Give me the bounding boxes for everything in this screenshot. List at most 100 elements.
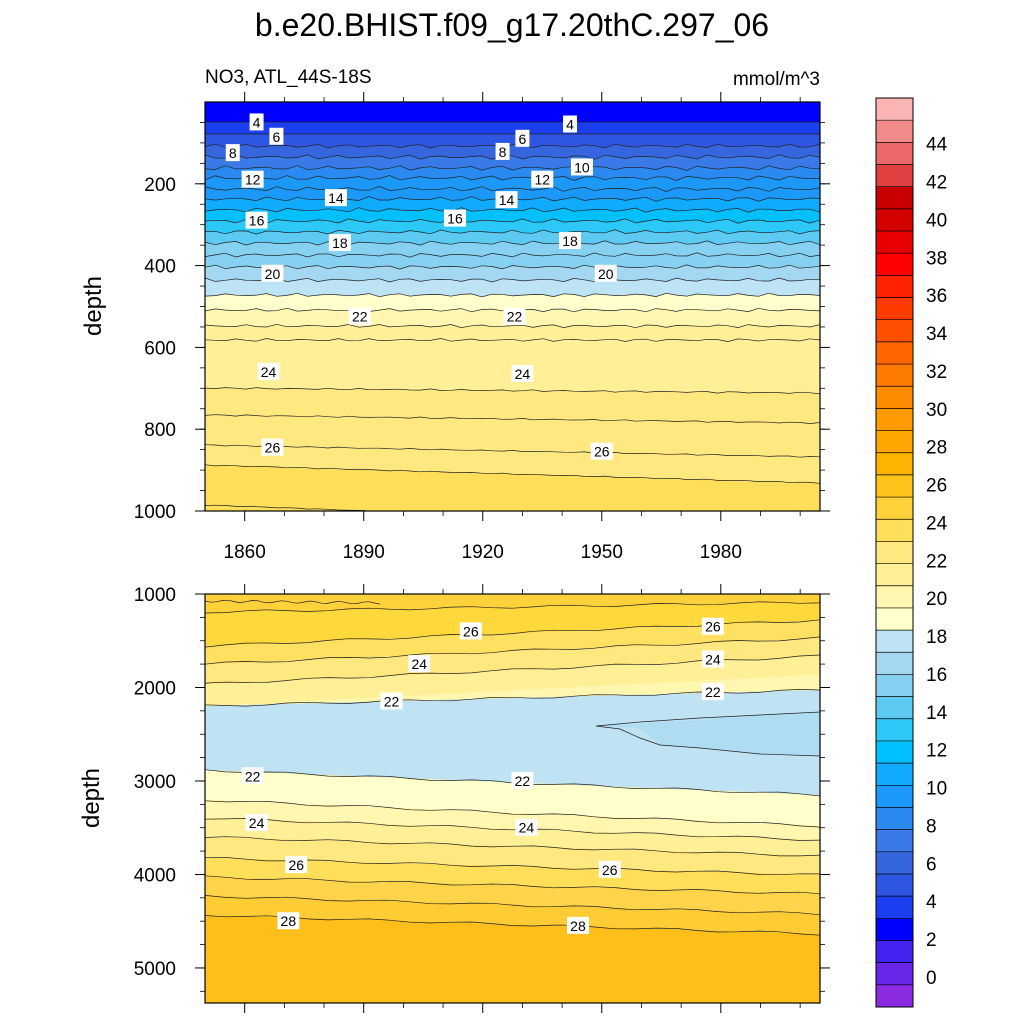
contour-label-box [277,912,300,930]
y-tick-label: 400 [144,257,176,278]
contour-label-box [459,622,482,640]
contour-label: 10 [570,158,593,176]
colorbar-swatch [876,430,913,454]
contour-label-box [515,129,530,147]
colorbar-tick-label: 28 [926,438,947,459]
contour-label-box [511,364,534,382]
contour-label-box [598,860,621,878]
colorbar-tick-label: 16 [926,665,947,686]
contour-label: 22 [348,307,371,325]
contour-label: 24 [245,814,268,832]
contour-band [205,800,820,840]
contour-label-text: 22 [352,309,368,325]
contour-band [205,602,820,646]
upper-panel-contours [205,121,820,593]
colorbar-tick-label: 30 [926,400,947,421]
colorbar-tick-label: 34 [926,324,948,345]
contour-label-box [566,916,589,934]
contour-label: 28 [566,916,589,934]
contour-line [205,387,820,395]
colorbar-swatch [876,186,913,210]
contour-label: 12 [531,170,554,188]
contour-label-box [380,692,403,710]
contour-line [205,338,820,342]
upper-panel-x-axis: 1860 1890 1920 1950 1980 [224,92,801,563]
colorbar-swatch [876,364,913,387]
contour-line [205,836,820,857]
contour-band [205,674,820,706]
lower-panel-ylabel: depth [78,768,105,828]
contour-label-box [594,264,617,282]
contour-line [205,464,820,484]
contour-label: 14 [324,189,347,207]
contour-label-text: 22 [384,694,400,710]
contour-line [205,240,820,246]
contour-label-box [511,771,534,789]
colorbar-frame [875,97,914,1008]
colorbar-tick-label: 36 [926,286,947,307]
contour-label-text: 16 [447,211,463,227]
lower-panel-y-axis: 1000 2000 3000 4000 5000 [134,585,830,992]
colorbar-tick-label: 20 [926,589,947,610]
contour-label-text: 28 [570,918,586,934]
contour-label-text: 14 [328,190,344,206]
contour-label-box [559,232,582,250]
colorbar-swatch [876,807,913,831]
contour-line [205,323,820,329]
contour-label: 22 [503,307,526,325]
colorbar-tick-label: 32 [926,362,947,383]
contour-label-box [261,438,284,456]
contour-label: 18 [328,234,351,252]
contour-label-text: 16 [249,213,265,229]
colorbar-tick-label: 42 [926,173,947,194]
contour-label-box [324,189,347,207]
lower-panel-frame [204,593,821,1004]
contour-line [205,252,820,258]
colorbar-swatch [876,120,913,143]
colorbar-swatch [876,319,913,343]
contour-label-box [495,191,518,209]
colorbar-tick-label: 0 [926,968,937,989]
contour-label: 24 [408,655,431,673]
variable-label: NO3, ATL_44S-18S [205,67,372,88]
contour-label-box [408,655,431,673]
contour-line [205,565,820,593]
contour-label: 24 [515,818,538,836]
contour-label-box [563,115,578,133]
contour-band [205,690,820,795]
contour-line [205,601,820,614]
contour-label: 14 [495,191,518,209]
contour-label: 12 [241,170,264,188]
contour-line [205,143,820,149]
contour-label-text: 26 [705,619,721,635]
contour-label-text: 22 [507,309,523,325]
contour-line [205,292,820,298]
colorbar-tick-label: 4 [926,892,937,913]
contour-label-text: 10 [574,159,590,175]
colorbar-swatch [876,452,913,476]
colorbar-swatch [876,918,913,941]
contour-label-box [348,307,371,325]
contour-label-box [590,442,613,460]
x-tick-label: 1950 [581,542,623,563]
contour-label-text: 8 [229,145,237,161]
contour-label-text: 26 [288,857,304,873]
contour-line [205,856,820,876]
colorbar-swatch [876,297,913,321]
contour-label: 22 [701,683,724,701]
contour-label-text: 26 [265,440,281,456]
colorbar-swatch [876,896,913,919]
colorbar-swatch [876,829,913,853]
contour-band [205,620,820,664]
contour-label: 6 [515,129,530,147]
contour-line [205,186,820,192]
contour-label-text: 18 [332,235,348,251]
contour-label-text: 14 [499,192,515,208]
colorbar-swatch [876,341,913,365]
colorbar-swatch [876,275,913,299]
contour-label: 22 [241,767,264,785]
upper-panel-ylabel: depth [80,276,107,336]
colorbar-tick-label: 44 [926,135,948,156]
colorbar-swatch [876,253,913,276]
